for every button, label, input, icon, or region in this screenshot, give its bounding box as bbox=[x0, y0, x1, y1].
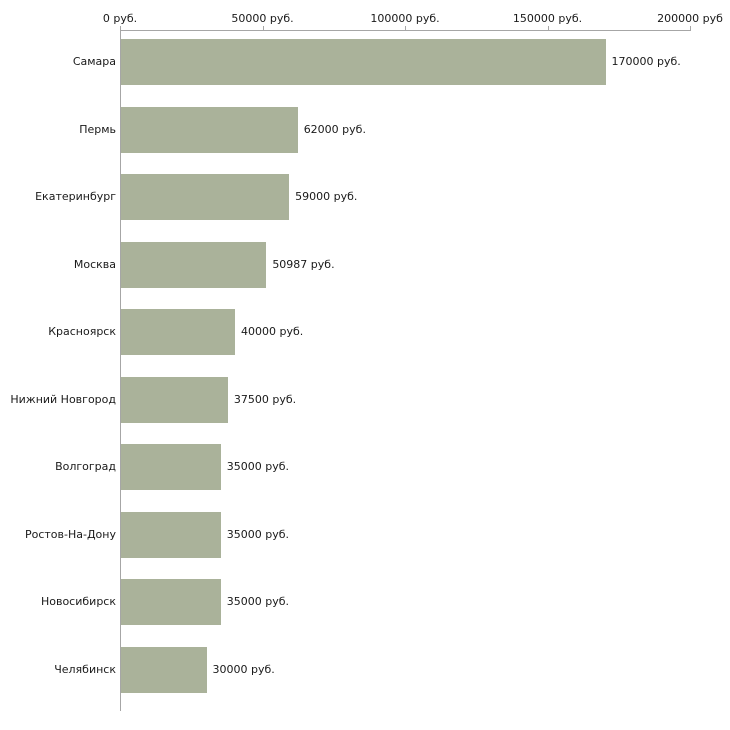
bar-value-label: 50987 руб. bbox=[272, 257, 335, 271]
category-label: Самара bbox=[72, 55, 116, 68]
bar-value-label: 35000 руб. bbox=[226, 527, 290, 541]
x-axis-tick-label: 0 руб. bbox=[102, 12, 138, 25]
x-axis-tick-mark bbox=[547, 26, 549, 30]
x-axis-tick-label: 100000 руб. bbox=[370, 12, 440, 25]
bar-value-label: 30000 руб. bbox=[212, 662, 275, 676]
category-label: Волгоград bbox=[55, 460, 116, 473]
category-label: Челябинск bbox=[54, 662, 116, 676]
bar bbox=[121, 444, 221, 490]
bar bbox=[121, 174, 290, 220]
bar bbox=[121, 511, 221, 558]
category-label: Пермь bbox=[79, 122, 116, 136]
category-label: Ростов-На-Дону bbox=[24, 527, 116, 541]
bar bbox=[121, 646, 207, 693]
bar bbox=[121, 376, 228, 423]
bar bbox=[121, 39, 606, 85]
category-label: Нижний Новгород bbox=[10, 392, 116, 406]
category-label: Новосибирск bbox=[40, 595, 116, 608]
bar bbox=[121, 309, 235, 355]
x-axis-tick-label: 150000 руб. bbox=[512, 12, 583, 25]
bar-value-label: 62000 руб. bbox=[303, 122, 366, 136]
bar-value-label: 37500 руб. bbox=[233, 392, 297, 406]
bar-value-label: 35000 руб. bbox=[226, 460, 290, 473]
x-axis-tick-label: 200000 руб bbox=[657, 12, 723, 25]
bar-value-label: 40000 руб. bbox=[241, 325, 304, 338]
bar bbox=[121, 579, 221, 625]
bar-value-label: 59000 руб. bbox=[295, 190, 358, 203]
x-axis-tick-mark bbox=[690, 26, 691, 30]
category-label: Красноярск bbox=[48, 325, 116, 338]
bar bbox=[121, 241, 267, 288]
x-axis-tick-mark bbox=[262, 26, 264, 30]
plot-area-axes bbox=[120, 30, 691, 711]
x-axis-tick-mark bbox=[405, 26, 406, 30]
category-label: Екатеринбург bbox=[35, 190, 116, 203]
x-axis-tick-mark bbox=[120, 26, 121, 30]
category-label: Москва bbox=[73, 257, 116, 271]
bar-value-label: 170000 руб. bbox=[611, 55, 681, 68]
bar bbox=[121, 106, 298, 153]
bar-value-label: 35000 руб. bbox=[226, 595, 290, 608]
x-axis-tick-label: 50000 руб. bbox=[231, 12, 294, 25]
